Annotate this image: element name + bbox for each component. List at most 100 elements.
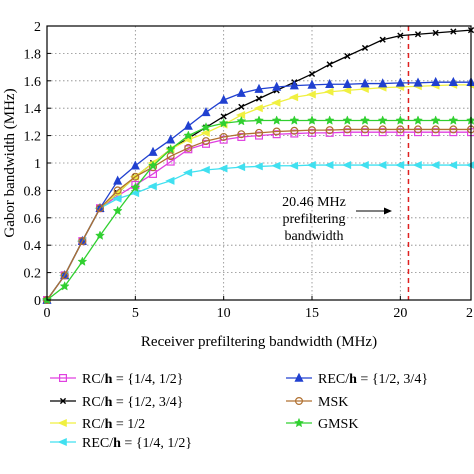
legend-item-6: MSK (286, 395, 348, 410)
x-tick-label: 5 (132, 306, 139, 321)
series-5-point (219, 94, 229, 104)
series-6-point (95, 204, 104, 213)
series-5-point (378, 78, 388, 88)
series-6-point (60, 271, 69, 280)
series-1-point (396, 128, 405, 137)
series-4-point (447, 161, 458, 170)
series-6-line (46, 128, 471, 301)
legend-label: RC/h = {1/2, 3/4} (82, 395, 184, 410)
axis-ticks: 0 5 10 15 20 200.20.40.60.811.21.41.61.82 (24, 20, 474, 321)
series-2-point (414, 31, 422, 38)
annotation: 20.46 MHz prefiltering bandwidth (282, 195, 392, 244)
series-6-point (202, 137, 211, 146)
series-5-point (183, 120, 193, 130)
series-5-point (325, 78, 335, 89)
x-axis-label: Receiver prefiltering bandwidth (MHz) (141, 334, 377, 350)
series-5-point (360, 78, 370, 88)
series-4-point (412, 161, 422, 170)
series-5-point (236, 87, 246, 97)
legend-swatch-marker (58, 374, 67, 383)
series-7-point (289, 115, 300, 125)
series-3-point (253, 104, 263, 113)
series-6-point (255, 128, 264, 137)
series-1-point (361, 128, 370, 137)
series-5-point (272, 81, 282, 91)
y-tick-label: 1.2 (24, 130, 42, 145)
series-5-point (431, 76, 441, 86)
series-7 (42, 115, 474, 305)
series-7-point (377, 115, 388, 125)
series-3-point (235, 111, 246, 120)
y-axis-label: Gabor bandwidth (MHz) (2, 88, 18, 237)
legend-label: GMSK (318, 417, 358, 432)
series-3-point (324, 87, 334, 96)
legend-swatch-marker (294, 372, 304, 382)
y-tick-label: 1.4 (24, 102, 42, 117)
series-7-point (112, 205, 123, 216)
series-3-point (306, 90, 316, 99)
series-4-point (271, 161, 281, 170)
series-4-point (129, 189, 140, 198)
series-2-point (361, 44, 369, 52)
series-4-point (288, 161, 299, 170)
legend-item-5: REC/h = {1/2, 3/4} (286, 372, 428, 387)
series-4-point (112, 194, 122, 203)
series-5-point (342, 78, 352, 89)
series-6-point (343, 125, 352, 134)
series-7-point (395, 115, 406, 125)
legend-item-4: REC/h = {1/4, 1/2} (50, 436, 192, 451)
series-1-point (237, 132, 246, 141)
y-tick-label: 0.6 (24, 212, 42, 227)
series-4-point (165, 176, 175, 185)
series-1-point (431, 128, 440, 137)
series-3-point (271, 98, 281, 107)
series-7-point (271, 115, 282, 125)
series-6-point (414, 125, 423, 134)
series-5-point (307, 79, 317, 89)
series-1-point (449, 128, 458, 137)
legend-item-1: RC/h = {1/4, 1/2} (50, 372, 184, 387)
legend-swatch-marker (294, 417, 304, 428)
series-1-point (166, 157, 175, 166)
legend-label: RC/h = 1/2 (82, 417, 145, 432)
legend-label: REC/h = {1/2, 3/4} (318, 372, 428, 387)
series-1-point (308, 128, 317, 137)
series-4-point (253, 162, 263, 171)
x-tick-label: 0 (44, 306, 51, 321)
legend: RC/h = {1/4, 1/2} RC/h = {1/2, 3/4} RC/h =… (50, 372, 428, 451)
series-6-point (396, 125, 405, 134)
legend-item-7: GMSK (286, 417, 358, 432)
series-4-point (182, 168, 193, 177)
series-1-point (414, 128, 423, 137)
legend-item-2: RC/h = {1/2, 3/4} (50, 395, 184, 410)
series-1-point (325, 128, 334, 137)
series-4-point (394, 161, 405, 170)
series-5-point (289, 80, 299, 90)
series-2-point (432, 29, 439, 36)
series-4-point (324, 161, 334, 170)
series-7-point (218, 118, 229, 128)
series-5-point (201, 107, 211, 117)
series-6-point (237, 130, 246, 139)
series-7-point (448, 115, 459, 125)
legend-swatch-marker (295, 397, 304, 406)
series-6-point (308, 126, 317, 135)
series-7-point (59, 281, 70, 291)
series-2-point (379, 36, 386, 43)
series-5-point (166, 134, 176, 144)
series-2-point (255, 95, 263, 102)
series-7-point (130, 182, 141, 192)
series-7-point (77, 256, 88, 266)
y-tick-label: 0.4 (24, 239, 42, 254)
series-7-point (324, 115, 335, 125)
legend-swatch-marker (57, 437, 67, 447)
series-6-point (290, 126, 299, 135)
legend-label: REC/h = {1/4, 1/2} (82, 436, 192, 451)
series-4-point (341, 161, 352, 170)
series-7-point (148, 160, 158, 170)
series-6-point (378, 125, 387, 134)
legend-item-3: RC/h = 1/2 (50, 417, 145, 432)
x-tick-label: 15 (305, 306, 319, 321)
